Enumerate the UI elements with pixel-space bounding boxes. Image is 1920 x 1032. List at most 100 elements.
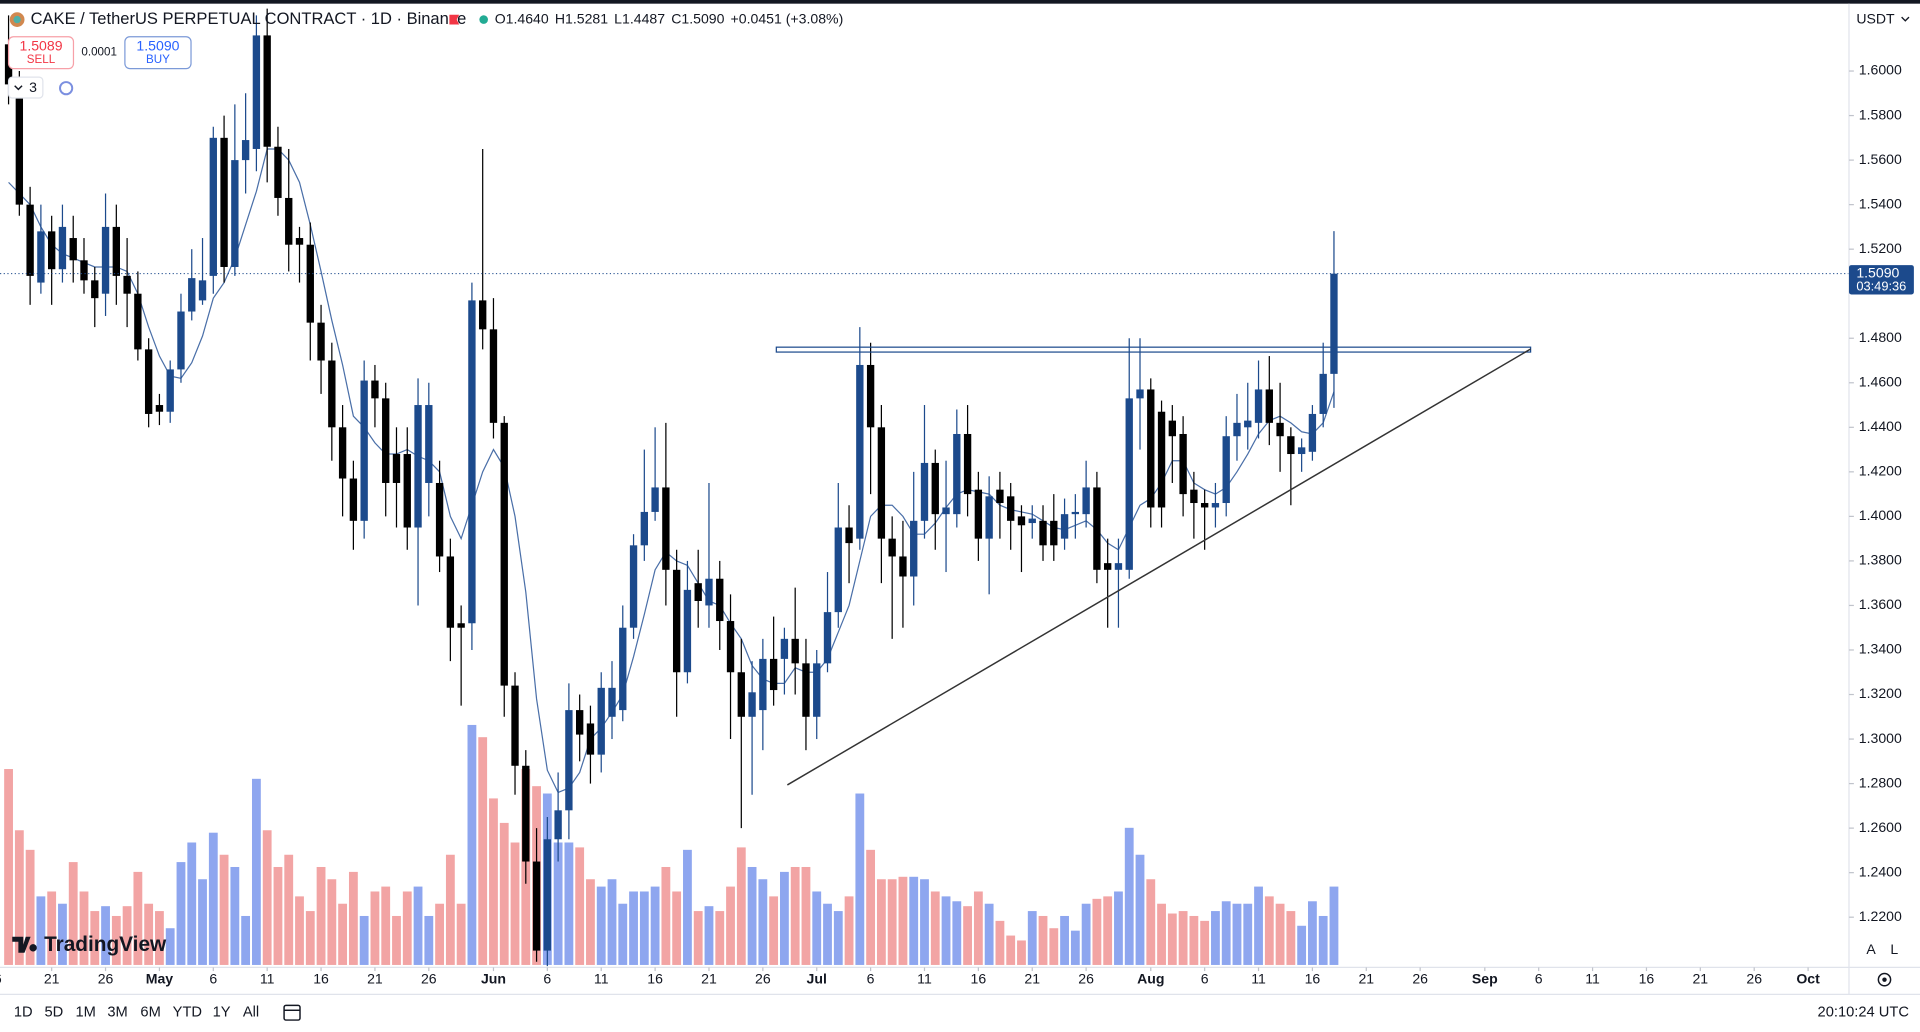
volume-bar	[241, 915, 251, 965]
candle-body	[543, 839, 552, 951]
candle-body	[522, 765, 530, 862]
y-tick-label: 1.4800	[1859, 329, 1902, 345]
buy-button[interactable]	[124, 36, 192, 70]
x-tick-label: 11	[594, 970, 609, 986]
x-tick-label: 11	[260, 970, 275, 986]
y-tick-label: 1.4600	[1859, 373, 1902, 389]
volume-bar	[930, 891, 940, 965]
volume-bar	[736, 847, 746, 965]
calendar-icon[interactable]	[283, 1004, 301, 1021]
volume-bar	[1135, 854, 1145, 965]
candle-body	[144, 349, 153, 414]
volume-bar	[1146, 879, 1156, 965]
volume-bar	[122, 906, 132, 965]
range-button[interactable]: 1M	[76, 1005, 96, 1021]
volume-bar	[1243, 903, 1253, 965]
candle-body	[1222, 436, 1230, 504]
settings-icon-dot	[1882, 977, 1887, 982]
x-tick-label: 6	[1201, 970, 1209, 986]
volume-bar	[144, 903, 154, 965]
candle-body	[974, 489, 983, 539]
last-price-tag	[1848, 265, 1914, 295]
candle-body	[662, 487, 670, 570]
volume-bar	[629, 891, 638, 965]
candle-body	[1276, 422, 1284, 437]
candle-body	[985, 496, 993, 539]
x-tick-label: Sep	[1472, 970, 1498, 986]
candle-body	[349, 478, 358, 521]
candle-body	[457, 623, 465, 628]
volume-bar	[844, 896, 854, 965]
range-button[interactable]: YTD	[173, 1005, 202, 1021]
volume-bar	[683, 849, 692, 965]
x-tick-label: 6	[0, 970, 2, 986]
candle-body	[963, 433, 972, 495]
volume-bar	[187, 842, 197, 965]
volume-bar	[25, 849, 35, 965]
x-tick-label: Oct	[1796, 970, 1820, 986]
settings-icon[interactable]	[1877, 972, 1892, 987]
auto-scale-button[interactable]: A	[1866, 941, 1876, 957]
range-button[interactable]: 1Y	[213, 1005, 231, 1021]
candle-body	[403, 454, 411, 528]
volume-bar	[111, 915, 121, 965]
volume-bar	[586, 879, 595, 965]
candle-body	[1125, 398, 1133, 570]
x-tick-label: Jun	[481, 970, 506, 986]
currency[interactable]: USDT	[1856, 10, 1895, 26]
candle-body	[780, 638, 789, 659]
candle-body	[392, 454, 401, 483]
range-button[interactable]: All	[243, 1005, 259, 1021]
volume-bar	[963, 906, 973, 965]
volume-bar	[769, 896, 779, 965]
volume-bar	[1275, 903, 1285, 965]
clock: 20:10:24 UTC	[1818, 1005, 1910, 1021]
x-tick-label: 21	[1358, 970, 1374, 986]
candle-body	[188, 278, 196, 312]
range-button[interactable]: 6M	[140, 1005, 160, 1021]
sell-button[interactable]	[7, 36, 75, 70]
volume-bar	[413, 886, 423, 965]
candle-body	[285, 197, 293, 245]
volume-bar	[855, 793, 865, 965]
y-tick-label: 1.4400	[1859, 418, 1902, 434]
volume-bar	[327, 879, 337, 965]
ohlc-value: 1.5281	[565, 10, 608, 26]
trend-line[interactable]	[786, 348, 1531, 786]
candle-body	[1136, 389, 1144, 399]
log-scale-button[interactable]: L	[1890, 941, 1898, 957]
refresh-icon[interactable]	[59, 81, 74, 96]
volume-bar	[155, 911, 164, 965]
volume-bar	[898, 876, 908, 965]
volume-bar	[424, 915, 434, 965]
volume-bar	[133, 871, 143, 965]
candle-body	[220, 137, 228, 267]
x-tick-label: 26	[755, 970, 771, 986]
range-button[interactable]: 5D	[44, 1005, 63, 1021]
volume-bar	[1329, 886, 1339, 965]
volume-bar	[47, 891, 57, 965]
volume-bar	[381, 886, 391, 965]
candle-body	[252, 35, 261, 149]
candle-body	[1297, 447, 1306, 455]
x-tick-label: 11	[1251, 970, 1266, 986]
x-tick-label: Jul	[807, 970, 827, 986]
x-tick-label: Aug	[1137, 970, 1164, 986]
flag-icon[interactable]	[449, 14, 460, 25]
volume-bar	[445, 854, 455, 965]
indicator-toggle[interactable]	[7, 76, 44, 99]
y-tick-label: 1.5800	[1859, 106, 1902, 122]
volume-bar	[1027, 911, 1037, 965]
candle-body	[586, 723, 595, 755]
range-button[interactable]: 3M	[107, 1005, 127, 1021]
volume-bar	[887, 879, 897, 965]
volume-bar	[251, 778, 261, 965]
volume-bar	[392, 915, 401, 965]
candle-body	[263, 35, 271, 147]
x-tick-label: 6	[543, 970, 551, 986]
range-button[interactable]: 1D	[14, 1005, 33, 1021]
volume-bar	[370, 891, 380, 965]
x-tick-label: 26	[98, 970, 114, 986]
volume-bar	[1297, 925, 1307, 965]
x-tick-label: 26	[421, 970, 437, 986]
